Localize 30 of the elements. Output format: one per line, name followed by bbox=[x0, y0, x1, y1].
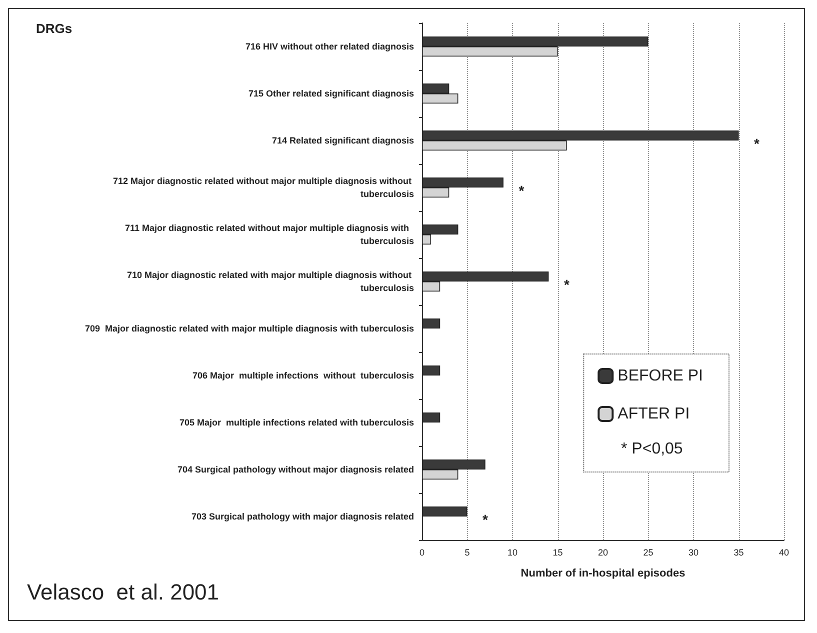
y-tick-label: 705 Major multiple infections related with tuberculosis bbox=[179, 418, 414, 428]
y-tick-label: 714 Related significant diagnosis bbox=[272, 136, 414, 146]
y-tick-label: 716 HIV without other related diagnosis bbox=[245, 42, 414, 52]
y-tick-label: 704 Surgical pathology without major diagnosis related bbox=[177, 464, 414, 474]
x-tick-label: 25 bbox=[643, 548, 654, 558]
annotation: * bbox=[564, 276, 570, 292]
y-tick-label: 709 Major diagnostic related with major multiple diagnosis with tuberculosis bbox=[84, 324, 414, 334]
y-tick-label: 712 Major diagnostic related without major multiple diagnosis without tuberculosis bbox=[112, 176, 414, 199]
x-tick-label: 5 bbox=[464, 548, 470, 558]
text: DRGs bbox=[36, 21, 72, 36]
y-tick-label: 706 Major multiple infections without tuberculosis bbox=[192, 370, 414, 380]
y-tick-label: 711 Major diagnostic related without major multiple diagnosis with tuberculosis bbox=[124, 223, 414, 246]
x-tick-label: 0 bbox=[419, 548, 425, 558]
x-tick-label: 35 bbox=[734, 548, 744, 558]
x-tick-label: 15 bbox=[552, 548, 563, 558]
annotation: * P<0,05 bbox=[621, 440, 683, 458]
x-axis-title: Number of in-hospital episodes bbox=[520, 568, 686, 580]
annotation: * bbox=[482, 512, 489, 528]
y-tick-label: 710 Major diagnostic related with major multiple diagnosis without tuberculosis bbox=[126, 270, 414, 293]
y-tick-label: 715 Other related significant diagnosis bbox=[248, 88, 414, 98]
x-tick-label: 10 bbox=[507, 548, 518, 558]
legend-label: BEFORE PI bbox=[618, 368, 704, 384]
annotation: * bbox=[518, 182, 525, 198]
y-tick-label: 703 Surgical pathology with major diagnosis related bbox=[191, 512, 414, 522]
text: Velasco et al. 2001 bbox=[27, 580, 220, 604]
annotation: * bbox=[754, 136, 760, 152]
legend-label: AFTER PI bbox=[618, 406, 690, 422]
x-tick-label: 20 bbox=[598, 548, 608, 558]
x-tick-label: 30 bbox=[688, 548, 699, 558]
x-tick-label: 40 bbox=[778, 548, 790, 558]
